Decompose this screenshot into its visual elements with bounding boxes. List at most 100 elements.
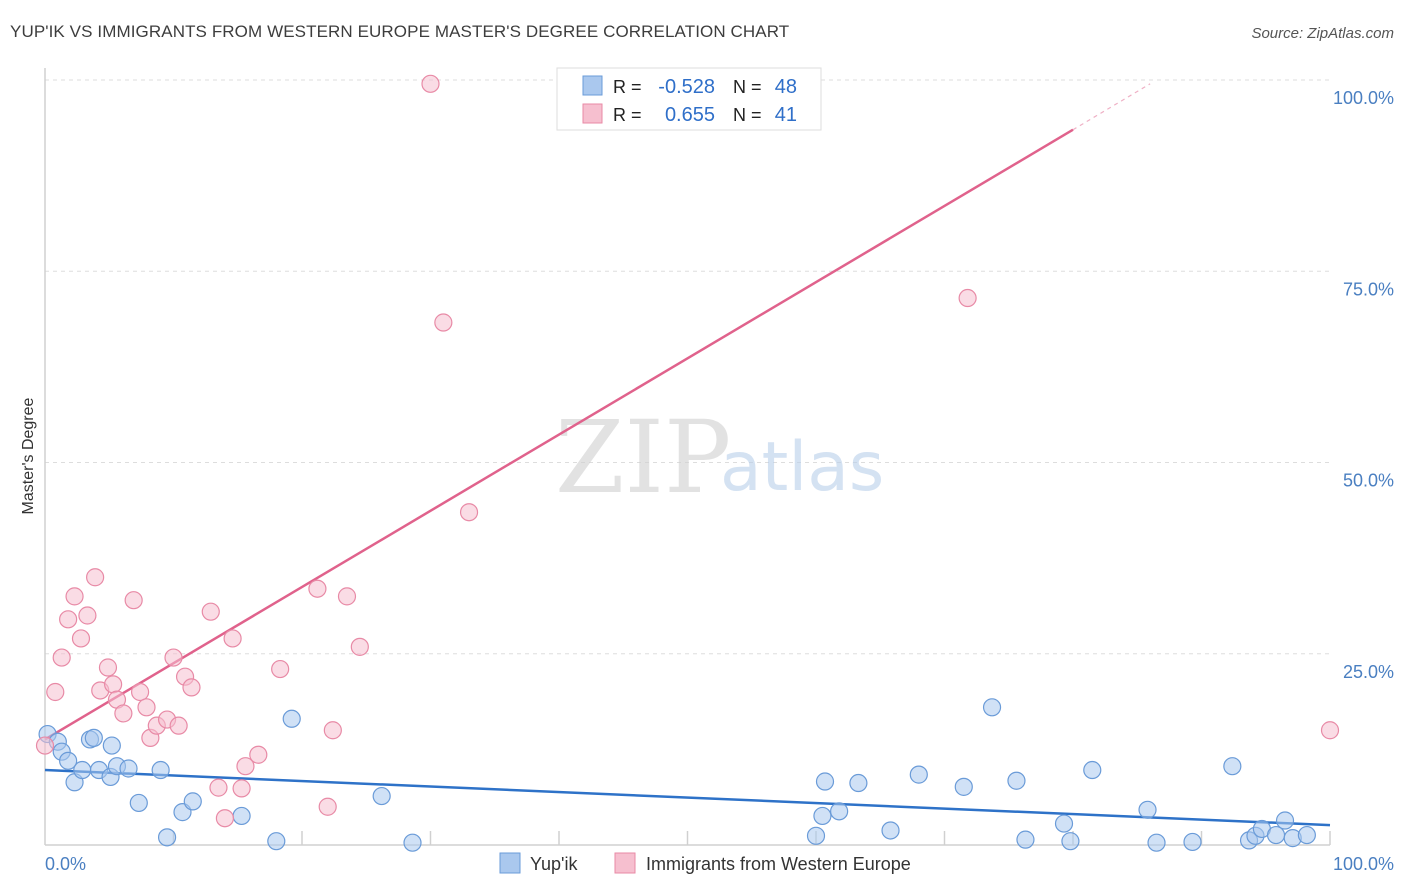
western-europe-point-6	[78, 606, 97, 625]
yupik-point-18	[232, 806, 251, 826]
yupik-point-37	[1138, 800, 1157, 819]
trend-layer	[44, 83, 1331, 827]
legend-n-label-pink: N =	[733, 105, 762, 125]
western-europe-point-26	[223, 629, 242, 648]
legend-n-value-blue: 48	[775, 76, 797, 98]
yupik-point-31	[982, 698, 1002, 717]
yupik-point-28	[881, 821, 900, 840]
yupik-point-7	[84, 728, 103, 748]
source-label: Source: ZipAtlas.com	[1251, 25, 1394, 42]
y-tick-label-50: 50.0%	[1343, 471, 1394, 491]
legend-r-label-blue: R =	[613, 77, 642, 97]
western-europe-point-35	[350, 637, 369, 656]
legend-box: R = -0.528 N = 48 R = 0.655 N = 41	[556, 67, 822, 131]
yupik-point-15	[157, 828, 177, 847]
yupik-point-29	[909, 765, 928, 784]
yupik-point-34	[1054, 814, 1074, 833]
yupik-point-5	[73, 760, 92, 780]
yupik-point-36	[1083, 760, 1102, 780]
watermark-zip: ZIP	[555, 399, 731, 516]
yupik-point-22	[403, 833, 422, 852]
legend-r-value-pink: 0.655	[665, 104, 715, 126]
western-europe-point-7	[86, 568, 105, 587]
western-europe-point-10	[104, 675, 123, 694]
bottom-legend: Yup'ik Immigrants from Western Europe	[499, 852, 911, 874]
western-europe-point-23	[201, 602, 220, 621]
yupik-point-33	[1016, 830, 1035, 849]
western-europe-point-3	[59, 610, 78, 629]
yupik-point-10	[102, 736, 121, 755]
watermark-atlas: atlas	[720, 428, 884, 507]
western-europe-point-33	[323, 721, 342, 740]
bottom-legend-swatch-pink	[614, 852, 636, 874]
yupik-point-39	[1183, 832, 1202, 852]
western-europe-point-32	[318, 797, 337, 816]
yupik-point-27	[849, 773, 868, 793]
legend-n-value-pink: 41	[775, 104, 797, 126]
legend-swatch-pink	[582, 103, 603, 124]
pink-trend-extension	[1072, 83, 1151, 131]
western-europe-point-20	[169, 716, 188, 735]
y-tick-label-75: 75.0%	[1343, 279, 1394, 299]
x-tick-label-max: 100.0%	[1333, 854, 1394, 874]
legend-n-label-blue: N =	[733, 77, 762, 97]
western-europe-point-39	[958, 288, 977, 308]
western-europe-point-12	[114, 704, 133, 723]
bottom-legend-swatch-blue	[499, 852, 521, 874]
yupik-point-44	[1266, 825, 1286, 845]
western-europe-point-15	[137, 698, 156, 717]
western-europe-point-37	[434, 313, 453, 332]
bottom-legend-label-blue: Yup'ik	[530, 854, 578, 874]
yupik-point-19	[267, 832, 286, 851]
western-europe-point-31	[308, 579, 327, 598]
western-europe-point-27	[232, 779, 251, 798]
western-europe-point-28	[236, 757, 255, 776]
yupik-point-45	[1275, 811, 1295, 830]
western-europe-point-2	[52, 648, 71, 667]
western-europe-point-22	[182, 678, 201, 697]
y-tick-label-100: 100.0%	[1333, 88, 1394, 108]
y-tick-labels: 25.0% 50.0% 75.0% 100.0%	[1333, 88, 1394, 682]
yupik-point-32	[1007, 771, 1026, 790]
western-europe-point-1	[46, 682, 65, 702]
western-europe-point-24	[209, 778, 228, 797]
yupik-point-20	[282, 709, 301, 728]
bottom-legend-label-pink: Immigrants from Western Europe	[646, 854, 911, 874]
blue-trend-line	[44, 768, 1331, 827]
yupik-point-47	[1297, 825, 1316, 845]
legend-r-label-pink: R =	[613, 105, 642, 125]
yupik-point-3	[59, 751, 78, 770]
western-europe-point-4	[65, 587, 84, 606]
pink-trend-line	[44, 128, 1074, 741]
yupik-point-12	[119, 759, 138, 778]
yupik-point-21	[372, 786, 391, 806]
western-europe-point-0	[35, 736, 55, 755]
yupik-point-35	[1061, 832, 1080, 851]
western-europe-point-13	[124, 591, 143, 610]
western-europe-point-36	[421, 74, 440, 93]
y-axis-label: Master's Degree	[20, 397, 37, 514]
western-europe-point-5	[71, 629, 91, 648]
western-europe-point-14	[130, 682, 150, 702]
legend-r-value-blue: -0.528	[658, 76, 715, 98]
y-tick-label-25: 25.0%	[1343, 662, 1394, 682]
legend-swatch-blue	[582, 75, 603, 96]
western-europe-point-34	[337, 587, 357, 606]
western-europe-point-9	[98, 658, 118, 677]
yupik-point-40	[1223, 757, 1242, 776]
points-layer	[35, 74, 1340, 852]
western-europe-point-25	[215, 809, 234, 828]
yupik-point-13	[129, 793, 148, 813]
yupik-point-24	[813, 806, 832, 826]
yupik-point-14	[151, 760, 170, 780]
grid-layer	[45, 79, 1330, 655]
chart-title: YUP'IK VS IMMIGRANTS FROM WESTERN EUROPE…	[10, 22, 790, 41]
yupik-point-30	[954, 777, 973, 796]
yupik-point-25	[815, 772, 835, 791]
western-europe-point-38	[459, 503, 479, 522]
yupik-point-26	[830, 802, 849, 821]
western-europe-point-30	[271, 659, 290, 679]
yupik-point-23	[806, 826, 826, 845]
yupik-point-17	[183, 792, 202, 811]
